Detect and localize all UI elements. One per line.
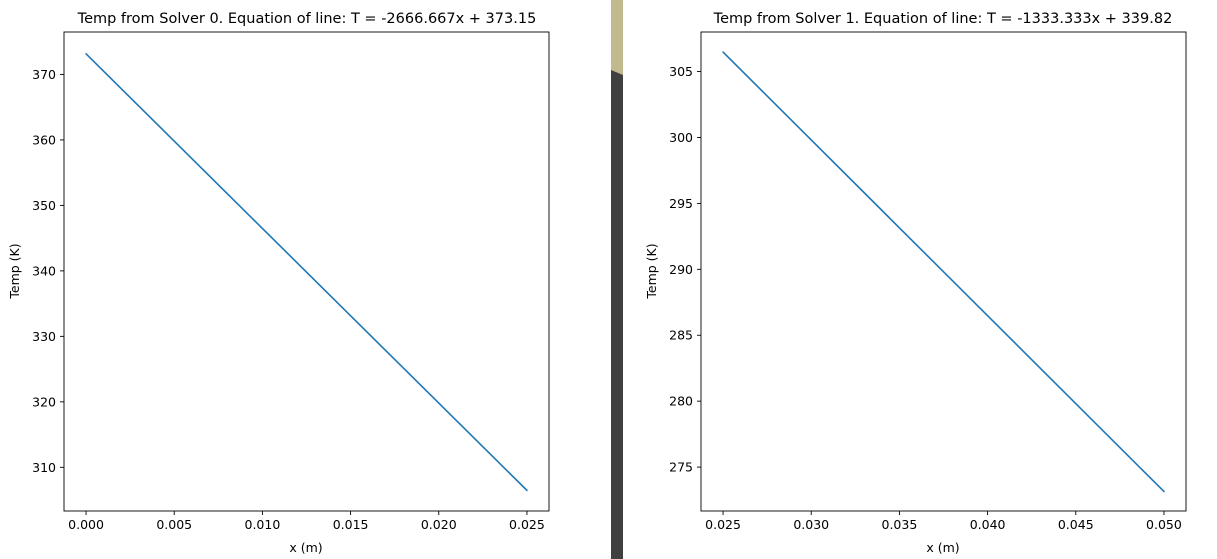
x-tick-label: 0.005 [156, 517, 192, 532]
y-tick-label: 280 [669, 394, 693, 409]
y-tick-label: 300 [669, 130, 693, 145]
x-axis-label: x (m) [289, 540, 322, 555]
y-tick-label: 295 [669, 196, 693, 211]
y-tick-label: 330 [32, 329, 56, 344]
y-tick-label: 340 [32, 263, 56, 278]
chart-title: Temp from Solver 1. Equation of line: T … [713, 11, 1173, 27]
x-tick-label: 0.010 [245, 517, 281, 532]
y-axis-label: Temp (K) [7, 243, 22, 299]
y-tick-label: 285 [669, 328, 693, 343]
divider-dark [611, 0, 623, 559]
plot-area [722, 51, 1165, 493]
x-tick-label: 0.050 [1146, 517, 1182, 532]
x-tick-label: 0.045 [1058, 517, 1094, 532]
chart-solver-0: Temp from Solver 0. Equation of line: T … [7, 11, 550, 555]
y-axis-label: Temp (K) [644, 243, 659, 299]
y-tick-label: 290 [669, 262, 693, 277]
y-tick-label: 350 [32, 198, 56, 213]
y-tick-label: 360 [32, 132, 56, 147]
y-tick-label: 370 [32, 67, 56, 82]
x-axis-ticks: 0.025 0.030 0.035 0.040 0.045 0.050 [705, 511, 1182, 532]
x-tick-label: 0.030 [793, 517, 829, 532]
x-tick-label: 0.025 [705, 517, 741, 532]
y-axis-ticks: 275 280 285 290 295 300 305 [669, 64, 701, 475]
x-tick-label: 0.020 [421, 517, 457, 532]
x-axis-ticks: 0.000 0.005 0.010 0.015 0.020 0.025 [68, 511, 545, 532]
plot-area [85, 53, 528, 492]
x-tick-label: 0.025 [509, 517, 545, 532]
x-tick-label: 0.000 [68, 517, 104, 532]
chart-title: Temp from Solver 0. Equation of line: T … [77, 11, 537, 27]
x-axis-label: x (m) [926, 540, 959, 555]
window-divider [611, 0, 623, 559]
series-line [722, 51, 1165, 493]
y-tick-label: 275 [669, 460, 693, 475]
axes-frame [700, 31, 1187, 512]
series-line [85, 53, 528, 492]
y-tick-label: 320 [32, 394, 56, 409]
chart-solver-1: Temp from Solver 1. Equation of line: T … [644, 11, 1187, 555]
y-tick-label: 310 [32, 460, 56, 475]
x-tick-label: 0.040 [970, 517, 1006, 532]
divider-tan [611, 0, 623, 75]
y-axis-ticks: 310 320 330 340 350 360 370 [32, 67, 64, 475]
y-tick-label: 305 [669, 64, 693, 79]
axes-frame [63, 31, 550, 512]
x-tick-label: 0.035 [882, 517, 918, 532]
x-tick-label: 0.015 [333, 517, 369, 532]
